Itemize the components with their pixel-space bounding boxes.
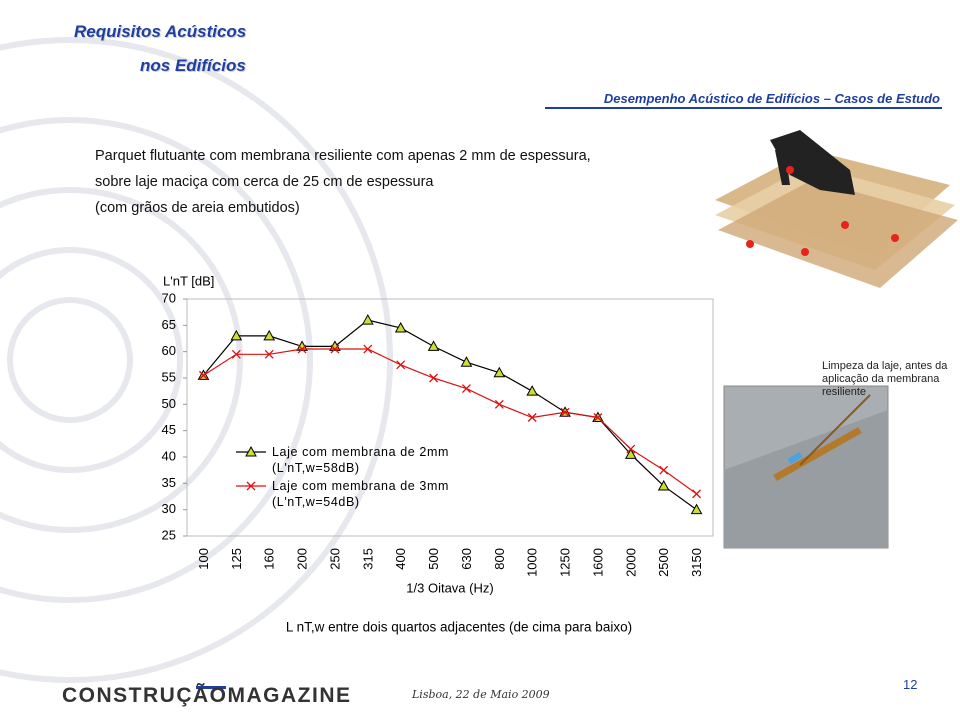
series-line	[203, 348, 697, 495]
x-tick-label: 315	[360, 548, 375, 570]
data-point	[263, 329, 276, 341]
x-tick-label: 125	[229, 548, 244, 570]
concrete-photo	[723, 385, 889, 549]
data-point	[264, 349, 274, 359]
data-point	[493, 366, 506, 378]
x-tick-label: 1000	[525, 548, 540, 577]
legend: Laje com membrana de 2mm (L'nT,w=58dB) La…	[228, 444, 488, 512]
x-tick-label: 1600	[590, 548, 605, 577]
legend-symbol	[236, 481, 266, 491]
legend-label: Laje com membrana de 2mm (L'nT,w=58dB)	[272, 445, 449, 475]
legend-marker	[245, 446, 257, 457]
series-line	[202, 319, 697, 511]
title-line-2: nos Edifícios	[140, 56, 246, 75]
x-tick-label: 500	[426, 548, 441, 570]
legend-entry: Laje com membrana de 3mm (L'nT,w=54dB)	[228, 478, 472, 510]
data-point	[494, 399, 504, 409]
x-tick-label: 100	[196, 548, 211, 570]
chart-caption: L nT,w entre dois quartos adjacentes (de…	[286, 620, 632, 635]
data-point	[198, 370, 208, 380]
data-point	[560, 407, 570, 417]
photo-caption: Limpeza da laje, antes da aplicação da m…	[822, 360, 948, 398]
data-point	[626, 444, 636, 454]
x-tick-label: 400	[393, 548, 408, 570]
data-point	[396, 360, 406, 370]
data-point	[460, 356, 473, 367]
data-point	[624, 448, 637, 459]
x-tick-label: 250	[327, 548, 342, 570]
plot-area	[186, 298, 714, 537]
y-tick-label: 65	[162, 317, 176, 332]
x-tick-label: 1250	[558, 548, 573, 577]
data-point	[692, 489, 702, 499]
y-tick-label: 25	[162, 527, 176, 542]
y-tick-label: 50	[162, 396, 176, 411]
x-tick-label: 200	[295, 548, 310, 570]
data-point	[231, 349, 241, 359]
data-point	[690, 503, 703, 515]
legend-symbol	[236, 446, 266, 457]
section-title: Desempenho Acústico de Edifícios – Casos…	[603, 91, 940, 106]
legend-label: Laje com membrana de 3mm (L'nT,w=54dB)	[272, 479, 449, 509]
intro-line: sobre laje maciça com cerca de 25 cm de …	[95, 174, 434, 190]
data-point	[657, 479, 670, 491]
data-point	[527, 413, 537, 422]
y-tick-label: 55	[162, 369, 176, 384]
y-tick-label: 30	[162, 501, 176, 516]
x-axis-label: 1/3 Oitava (Hz)	[406, 580, 493, 595]
x-tick-label: 2000	[623, 548, 638, 577]
y-tick-label: 60	[162, 343, 176, 358]
data-point	[230, 329, 243, 341]
data-point	[330, 344, 340, 354]
data-point	[427, 340, 440, 351]
data-point	[363, 344, 373, 354]
legend-entry: Laje com membrana de 2mm (L'nT,w=58dB)	[228, 444, 472, 476]
intro: Parquet flutuante com membrana resilient…	[95, 143, 591, 221]
data-point	[526, 385, 539, 396]
x-tick-label: 160	[262, 548, 277, 570]
floor-illustration	[715, 130, 958, 288]
x-tick-label: 3150	[689, 548, 704, 577]
legend-marker	[246, 481, 256, 491]
data-point	[361, 314, 374, 325]
y-tick-label: 35	[162, 475, 176, 490]
data-point	[297, 344, 307, 354]
x-tick-label: 630	[459, 548, 474, 570]
x-tick-label: 800	[492, 548, 507, 570]
y-axis-label: L'nT [dB]	[163, 273, 214, 288]
data-point	[394, 321, 407, 333]
y-tick-label: 40	[162, 448, 176, 463]
data-point	[429, 373, 439, 383]
y-tick-label: 45	[162, 422, 176, 437]
y-tick-label: 70	[162, 290, 176, 305]
intro-line: (com grãos de areia embutidos)	[95, 200, 300, 216]
intro-line: Parquet flutuante com membrana resilient…	[95, 148, 591, 164]
page-number: 12	[903, 677, 918, 692]
data-point	[593, 413, 603, 422]
place-date: Lisboa, 22 de Maio 2009	[412, 688, 550, 701]
logo-accent	[196, 686, 226, 689]
title-line-1: Requisitos Acústicos	[74, 22, 247, 41]
brand: CONSTRUÇÃOMAGAZINE	[62, 684, 352, 707]
data-point	[461, 384, 471, 393]
data-point	[659, 465, 669, 475]
x-tick-label: 2500	[656, 548, 671, 577]
